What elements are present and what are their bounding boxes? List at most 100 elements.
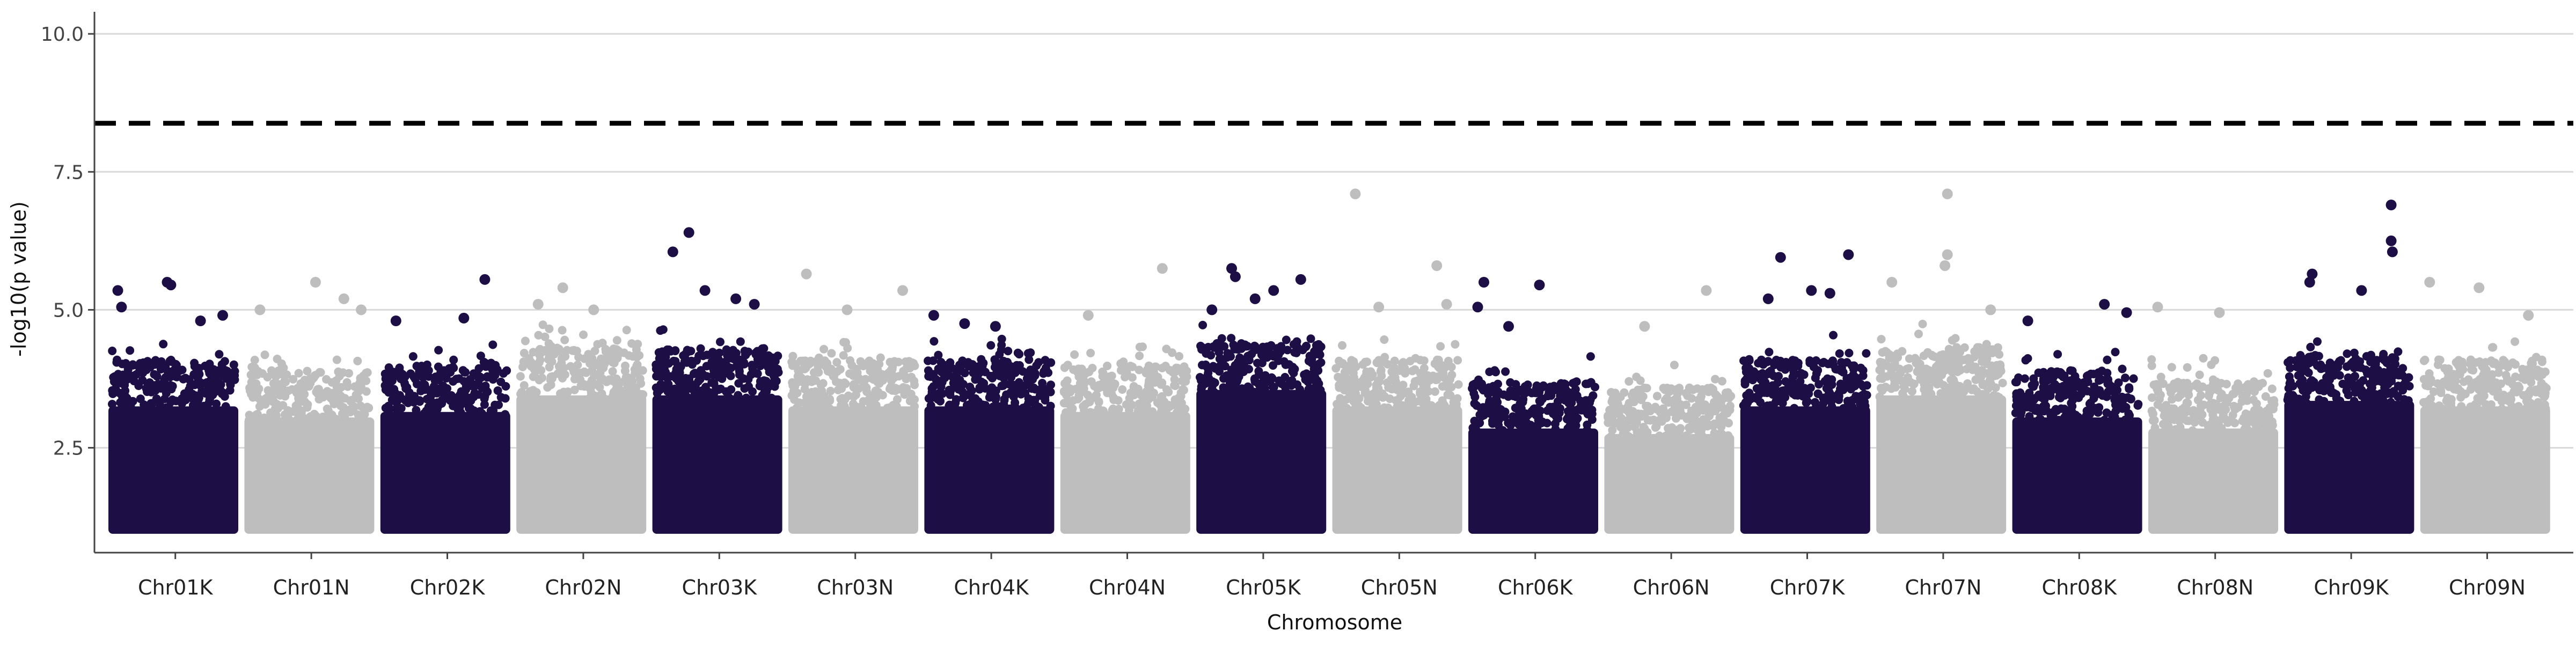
point xyxy=(1710,402,1719,412)
point xyxy=(560,335,569,344)
point xyxy=(2125,411,2134,420)
y-tick-label-3: 10.0 xyxy=(41,24,84,46)
point xyxy=(619,391,628,400)
point xyxy=(1912,356,1921,365)
point xyxy=(672,365,682,375)
point xyxy=(687,356,696,365)
point xyxy=(449,363,458,372)
point xyxy=(586,393,595,401)
peak-point-Chr07N xyxy=(1942,249,1953,260)
point xyxy=(1845,373,1854,383)
peak-point-Chr06K xyxy=(1479,277,1489,288)
point xyxy=(1333,400,1342,408)
point xyxy=(1397,384,1407,393)
point xyxy=(2308,382,2317,391)
point xyxy=(1274,350,1283,359)
point xyxy=(519,381,529,390)
point xyxy=(1219,374,1228,383)
x-tick-label-Chr01K: Chr01K xyxy=(138,576,214,599)
peak-point-Chr09K xyxy=(2356,285,2367,296)
point xyxy=(1686,425,1695,434)
point xyxy=(1624,377,1634,386)
point xyxy=(986,390,995,399)
point xyxy=(1002,390,1011,399)
point xyxy=(1759,373,1768,382)
point xyxy=(1772,391,1781,400)
point xyxy=(489,406,498,415)
point xyxy=(826,364,836,373)
point xyxy=(2250,406,2259,415)
point xyxy=(1958,355,1967,364)
point xyxy=(2180,403,2189,412)
point xyxy=(1316,358,1326,367)
point xyxy=(1157,408,1166,417)
point xyxy=(2103,355,2112,364)
point xyxy=(150,360,159,369)
point xyxy=(872,392,881,401)
point xyxy=(2153,385,2162,394)
point xyxy=(850,380,859,389)
point xyxy=(2306,342,2315,351)
point xyxy=(225,386,235,395)
point xyxy=(108,390,118,398)
point xyxy=(2051,416,2060,425)
point xyxy=(2379,350,2388,358)
point xyxy=(1348,385,1356,394)
point xyxy=(1858,382,1868,391)
peak-point-Chr06N xyxy=(1701,285,1712,296)
point xyxy=(1121,372,1130,381)
point xyxy=(2419,398,2428,407)
point xyxy=(1949,365,1958,374)
point xyxy=(766,359,775,369)
point xyxy=(1430,387,1439,396)
point xyxy=(1267,351,1276,360)
point xyxy=(1697,431,1706,440)
point xyxy=(2302,360,2311,369)
peak-point-Chr08N xyxy=(2152,302,2163,313)
point xyxy=(716,384,725,393)
point xyxy=(1304,377,1313,386)
point xyxy=(2439,377,2448,386)
point xyxy=(652,383,661,392)
point xyxy=(1151,362,1160,371)
point xyxy=(326,389,335,398)
point xyxy=(2183,384,2192,392)
point xyxy=(1484,390,1493,399)
point xyxy=(2457,402,2466,411)
point xyxy=(2285,372,2294,381)
point xyxy=(1519,388,1528,397)
point xyxy=(1858,366,1868,375)
peak-point-Chr03K xyxy=(667,246,678,258)
point xyxy=(2477,374,2486,383)
point xyxy=(2504,377,2513,386)
point xyxy=(1176,388,1185,398)
point xyxy=(1343,375,1352,384)
point xyxy=(1277,342,1286,351)
point xyxy=(1631,410,1640,419)
point xyxy=(1383,359,1392,369)
x-tick-label-Chr07N: Chr07N xyxy=(1905,576,1981,599)
point xyxy=(792,403,801,412)
point xyxy=(1148,407,1157,416)
point xyxy=(817,403,826,412)
point xyxy=(1420,386,1429,395)
point xyxy=(652,360,661,369)
point xyxy=(1216,362,1225,371)
point xyxy=(1945,391,1954,400)
peak-point-Chr05K xyxy=(1295,274,1306,285)
point xyxy=(1536,398,1545,407)
point xyxy=(2332,394,2341,403)
peak-point-Chr01K xyxy=(195,315,206,326)
point xyxy=(1877,384,1885,393)
peak-point-Chr05K xyxy=(1249,293,1261,304)
point xyxy=(1309,386,1318,395)
point xyxy=(2495,393,2504,401)
point xyxy=(1302,369,1311,378)
point xyxy=(1314,379,1323,388)
point xyxy=(697,386,706,395)
point xyxy=(694,351,704,361)
point xyxy=(2436,388,2446,398)
point xyxy=(2094,368,2103,377)
point xyxy=(967,401,976,410)
